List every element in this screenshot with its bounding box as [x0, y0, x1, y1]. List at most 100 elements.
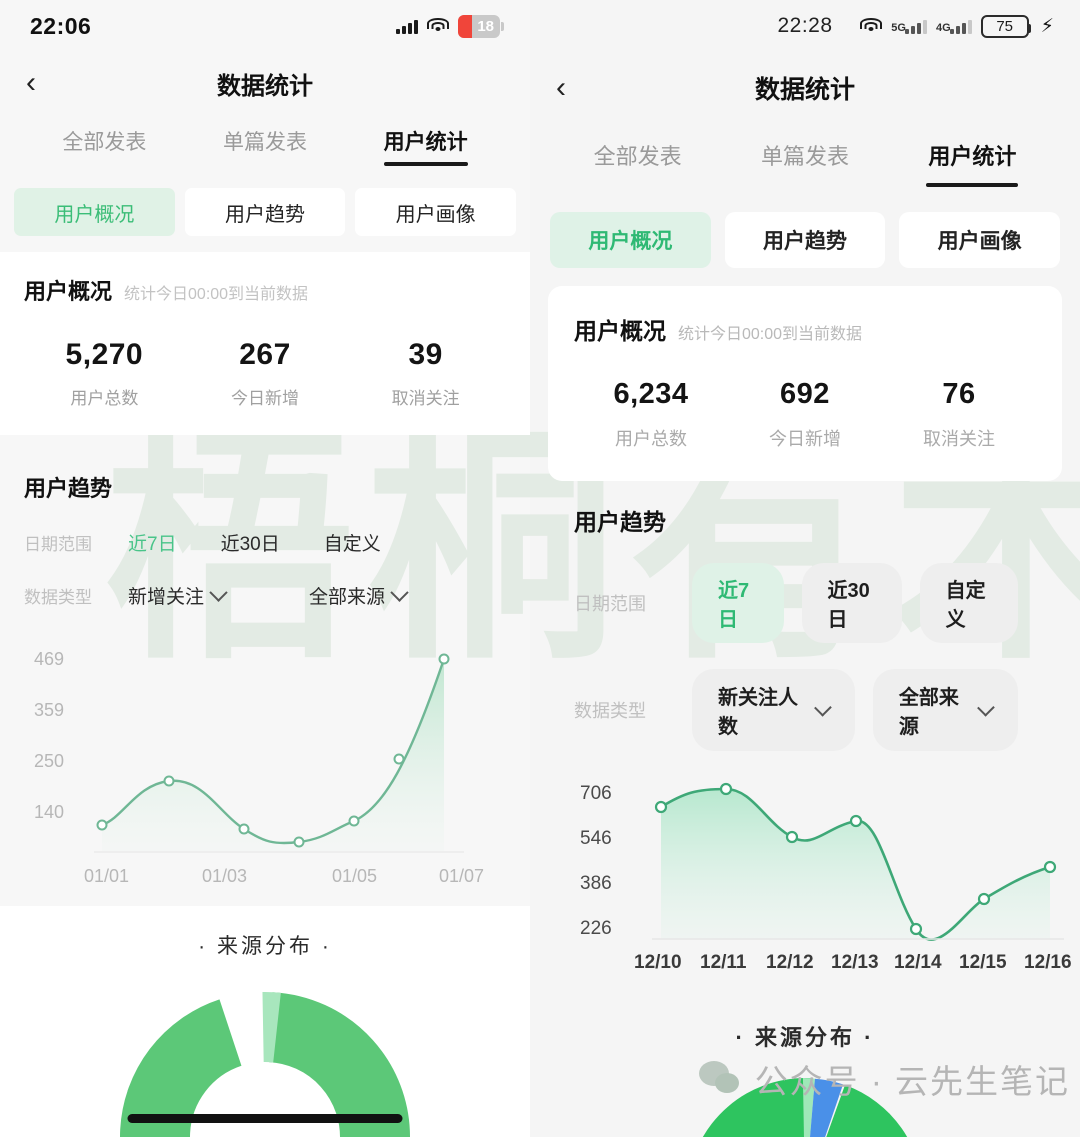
chevron-down-icon: [390, 583, 409, 602]
date-option-30d[interactable]: 近30日: [220, 534, 280, 555]
user-overview-card-right: 用户概况 统计今日00:00到当前数据 6,234 用户总数 692 今日新增 …: [548, 286, 1062, 481]
status-bar-right: 22:28 5G 4G 75 ⚡: [530, 0, 1080, 52]
battery-level: 18: [477, 17, 494, 35]
tab-user-stats[interactable]: 用户统计: [345, 126, 506, 166]
dropdown-value: 新增关注: [128, 587, 205, 608]
wifi-icon: [427, 18, 449, 34]
stat-total-users: 5,270 用户总数: [24, 338, 185, 409]
pie-chart-right: [687, 1078, 908, 1137]
x-tick-label: 12/14: [894, 952, 942, 971]
segment-user-trend[interactable]: 用户趋势: [184, 188, 346, 236]
y-tick-label: 140: [34, 802, 64, 822]
x-tick-label: 12/10: [634, 952, 682, 971]
card-title: 用户概况: [574, 318, 666, 344]
chevron-down-icon: [209, 583, 228, 602]
dropdown-value: 全部来源: [898, 687, 959, 738]
stat-label: 取消关注: [391, 389, 460, 408]
navbar-right: ‹ 数据统计: [530, 52, 1080, 124]
stat-unfollow: 39 取消关注: [345, 338, 506, 409]
page-title: 数据统计: [754, 76, 855, 104]
tab-all-posts[interactable]: 全部发表: [593, 144, 682, 169]
dropdown-value: 新关注人数: [718, 687, 798, 738]
chevron-left-icon[interactable]: ‹: [556, 71, 566, 104]
y-tick-label: 359: [34, 700, 64, 720]
top-tabs-right: 全部发表 单篇发表 用户统计: [530, 124, 1080, 196]
segment-user-trend[interactable]: 用户趋势: [724, 212, 886, 268]
stat-value: 5,270: [65, 338, 144, 371]
stat-value: 267: [239, 338, 291, 371]
user-overview-card-left: 用户概况 统计今日00:00到当前数据 5,270 用户总数 267 今日新增 …: [0, 252, 530, 435]
dropdown-data-type[interactable]: 新增关注: [128, 582, 228, 609]
stats-row: 6,234 用户总数 692 今日新增 76 取消关注: [574, 378, 1036, 451]
stat-label: 今日新增: [231, 389, 299, 408]
dropdown-source[interactable]: 全部来源: [872, 669, 1018, 751]
x-tick-label: 01/05: [332, 866, 377, 886]
dropdown-data-type[interactable]: 新关注人数: [692, 669, 855, 751]
tab-all-posts[interactable]: 全部发表: [62, 131, 147, 154]
stat-label: 用户总数: [70, 389, 139, 408]
user-trend-chart-right: 706 546 386 226 12/10 12/11 12/1: [574, 771, 1072, 976]
data-type-label: 数据类型: [24, 588, 92, 607]
status-time: 22:06: [30, 12, 92, 39]
home-indicator: [127, 1114, 403, 1123]
battery-icon: 18: [458, 14, 504, 38]
network-type-label: 5G: [891, 22, 906, 34]
donut-chart-left: [119, 992, 410, 1137]
source-title: · 来源分布 ·: [735, 1025, 875, 1050]
x-tick-label: 12/12: [766, 952, 814, 971]
x-tick-label: 12/15: [959, 952, 1007, 971]
segment-user-profile[interactable]: 用户画像: [355, 188, 517, 236]
segment-user-profile[interactable]: 用户画像: [899, 212, 1061, 268]
date-range-label: 日期范围: [574, 594, 646, 614]
x-tick-label: 12/11: [700, 952, 747, 971]
stat-new-today: 692 今日新增: [728, 378, 882, 451]
dropdown-source[interactable]: 全部来源: [309, 582, 409, 609]
date-option-custom[interactable]: 自定义: [323, 534, 381, 555]
date-range-row: 日期范围 近7日 近30日 自定义: [574, 563, 1036, 643]
stat-total-users: 6,234 用户总数: [574, 378, 728, 451]
charging-bolt-icon: ⚡: [1040, 15, 1054, 37]
date-option-custom[interactable]: 自定义: [919, 563, 1018, 643]
card-title: 用户概况: [24, 279, 113, 304]
stat-value: 6,234: [613, 378, 689, 410]
status-time: 22:28: [777, 14, 833, 37]
data-type-label: 数据类型: [574, 701, 646, 721]
pie-slice-secondary: [802, 1078, 815, 1137]
segment-user-overview[interactable]: 用户概况: [550, 212, 711, 268]
wifi-icon: [860, 18, 883, 34]
user-trend-card-right: 用户趋势 日期范围 近7日 近30日 自定义 数据类型 新关注人数: [548, 499, 1072, 976]
chart-point-group: [654, 782, 1057, 936]
date-option-7d[interactable]: 近7日: [128, 534, 177, 555]
network-type-label: 4G: [935, 22, 951, 34]
y-tick-label: 386: [580, 873, 612, 894]
phone-screen-left: 梧桐有木 22:06 18 ‹ 数据统计 全部发表 单篇发表 用户统计: [0, 0, 530, 1137]
source-title: · 来源分布 ·: [198, 935, 332, 958]
chevron-left-icon[interactable]: ‹: [26, 66, 36, 99]
y-tick-label: 226: [580, 918, 612, 939]
tab-single-post[interactable]: 单篇发表: [760, 144, 849, 169]
user-trend-chart-left: 469 359 250 140 01/01 01/03 01/0: [24, 637, 506, 892]
x-tick-label: 12/16: [1024, 952, 1072, 971]
tab-user-stats[interactable]: 用户统计: [889, 139, 1056, 181]
tab-single-post[interactable]: 单篇发表: [223, 131, 307, 154]
stat-label: 用户总数: [615, 429, 687, 449]
card-subtitle: 统计今日00:00到当前数据: [124, 286, 309, 303]
page-title: 数据统计: [217, 72, 313, 100]
y-tick-label: 706: [580, 783, 612, 804]
chart-line: [101, 658, 446, 845]
dropdown-value: 全部来源: [309, 587, 386, 608]
source-distribution-right: · 来源分布 ·: [530, 994, 1080, 1137]
date-option-7d[interactable]: 近7日: [692, 563, 784, 643]
date-option-30d[interactable]: 近30日: [801, 563, 902, 643]
x-tick-label: 01/07: [439, 866, 484, 886]
pie-slice-other: [805, 1078, 844, 1137]
data-type-row: 数据类型 新增关注 全部来源: [24, 582, 506, 609]
signal-5g-icon: 5G: [891, 18, 927, 34]
trend-title: 用户趋势: [24, 476, 113, 501]
battery-icon: 75: [980, 14, 1031, 38]
chevron-down-icon: [814, 698, 832, 716]
segment-user-overview[interactable]: 用户概况: [14, 188, 175, 236]
pie-slice-primary-b: [826, 1085, 908, 1137]
stat-unfollow: 76 取消关注: [882, 378, 1036, 451]
x-tick-label: 12/13: [831, 952, 879, 971]
